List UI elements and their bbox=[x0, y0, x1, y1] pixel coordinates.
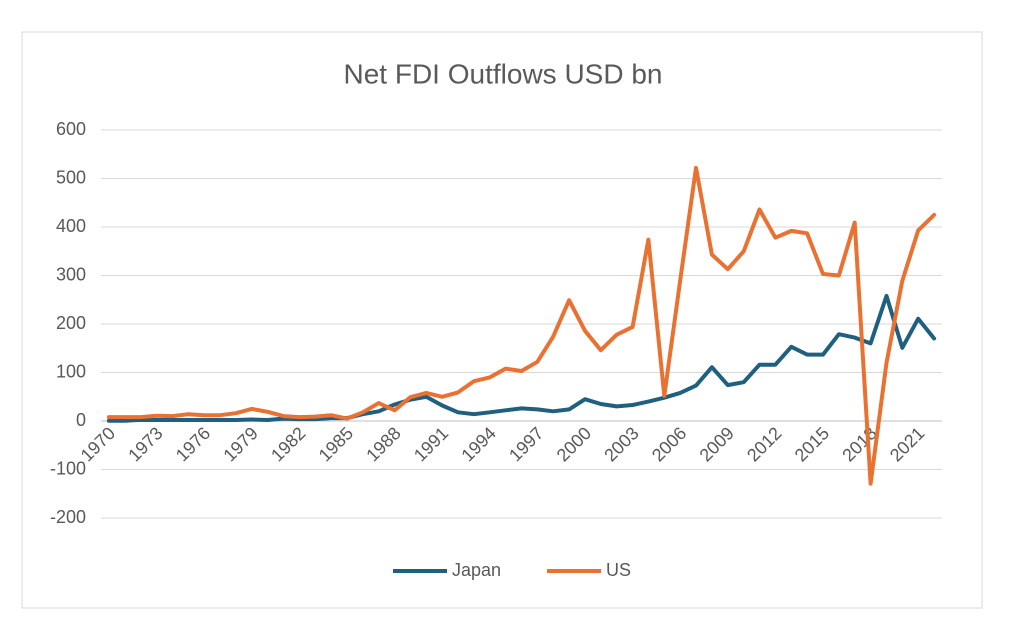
y-tick-label: 400 bbox=[56, 216, 86, 236]
y-tick-label: 600 bbox=[56, 119, 86, 139]
y-tick-label: -200 bbox=[50, 507, 86, 527]
chart-title: Net FDI Outflows USD bn bbox=[344, 58, 663, 89]
y-tick-label: -100 bbox=[50, 458, 86, 478]
y-tick-label: 500 bbox=[56, 167, 86, 187]
series-line bbox=[106, 293, 937, 423]
y-tick-label: 300 bbox=[56, 264, 86, 284]
chart-frame bbox=[21, 31, 983, 609]
legend-label: Japan bbox=[452, 560, 501, 580]
y-tick-label: 100 bbox=[56, 361, 86, 381]
legend-label: US bbox=[606, 560, 631, 580]
y-tick-label: 200 bbox=[56, 313, 86, 333]
y-tick-label: 0 bbox=[76, 410, 86, 430]
series-line bbox=[106, 165, 937, 486]
